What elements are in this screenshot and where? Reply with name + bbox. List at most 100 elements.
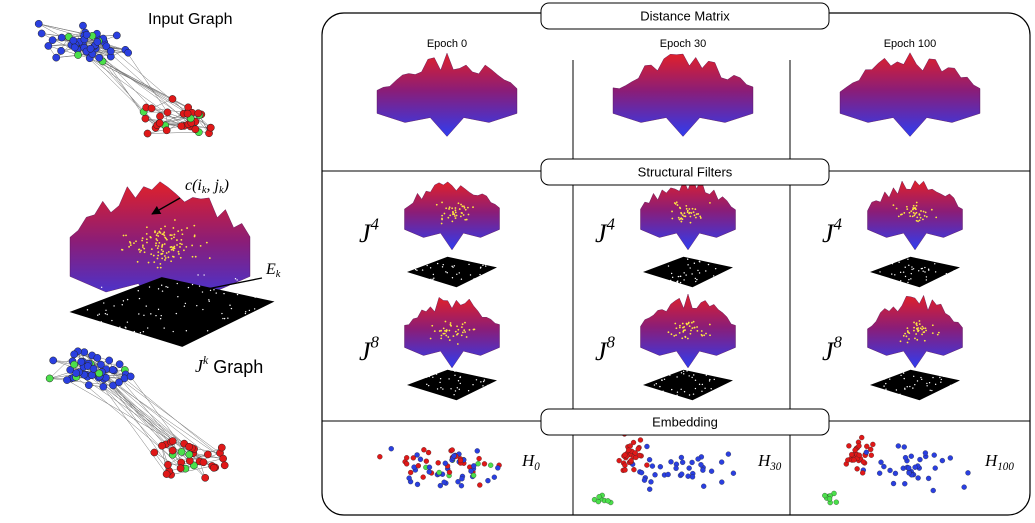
embedding-point xyxy=(644,444,649,449)
surface-dot xyxy=(461,205,463,207)
floor-dot xyxy=(224,318,225,319)
embedding-point xyxy=(647,487,652,492)
surface-dot xyxy=(465,209,467,211)
surface-dot xyxy=(668,331,670,333)
embedding-point xyxy=(846,443,851,448)
floor-dot xyxy=(176,313,177,314)
surface-dot xyxy=(185,246,187,248)
floor-dot xyxy=(448,378,449,379)
surface-dot xyxy=(921,326,923,328)
surface-dot xyxy=(170,246,172,248)
embedding-point xyxy=(450,448,455,453)
floor-dot xyxy=(892,261,893,262)
surface-dot xyxy=(123,235,125,237)
surface-shape xyxy=(641,178,736,250)
surface-dot xyxy=(150,253,152,255)
surface-dot xyxy=(138,249,140,251)
floor-dot xyxy=(899,283,900,284)
embedding-point xyxy=(658,464,663,469)
embedding-point xyxy=(674,466,679,471)
floor-dot xyxy=(695,278,696,279)
floor-dot xyxy=(472,384,473,385)
floor-dot xyxy=(196,305,197,306)
embedding-point xyxy=(623,468,628,473)
floor-dot xyxy=(435,372,436,373)
surface-dot xyxy=(139,251,141,253)
floor-dot xyxy=(932,377,933,378)
floor-dot xyxy=(429,376,430,377)
floor-dot xyxy=(482,385,483,386)
embedding-point xyxy=(447,470,452,475)
surface-dot xyxy=(679,325,681,327)
surface-dot xyxy=(168,251,170,253)
embedding-point xyxy=(827,496,832,501)
floor-dot xyxy=(440,387,441,388)
floor-dot xyxy=(934,263,935,264)
floor-dot xyxy=(701,391,702,392)
floor-dot xyxy=(667,284,668,285)
floor-dot xyxy=(430,267,431,268)
floor-dot xyxy=(894,260,895,261)
floor-dot xyxy=(468,264,469,265)
surface xyxy=(840,53,980,137)
surface-dot xyxy=(682,323,684,325)
embedding-point xyxy=(485,478,490,483)
floor-dot xyxy=(138,313,139,314)
floor-dot xyxy=(950,385,951,386)
surface-dot xyxy=(163,235,165,237)
floor-dot xyxy=(910,278,911,279)
floor-dot xyxy=(419,278,420,279)
surface-dot xyxy=(167,256,169,258)
floor-dot xyxy=(680,282,681,283)
graph-node xyxy=(169,447,176,454)
formula-label: J8 xyxy=(359,332,380,365)
surface-dot xyxy=(441,335,443,337)
surface-shape xyxy=(377,53,517,136)
surface-dot xyxy=(921,329,923,331)
surface-dot xyxy=(906,327,908,329)
embedding-point xyxy=(424,459,429,464)
surface-dot xyxy=(916,202,918,204)
surface-dot xyxy=(137,261,139,263)
surface-dot xyxy=(701,330,703,332)
floor-dot xyxy=(102,325,103,326)
epoch-label: Epoch 30 xyxy=(660,38,706,50)
surface-dot xyxy=(467,207,469,209)
surface-dot xyxy=(682,327,684,329)
floor-dot xyxy=(451,266,452,267)
floor-dot xyxy=(454,371,455,372)
surface-dot xyxy=(904,333,906,335)
surface-dot xyxy=(909,212,911,214)
embedding-point xyxy=(686,474,691,479)
floor-dot xyxy=(420,279,421,280)
graph-node xyxy=(192,126,199,133)
surface-dot xyxy=(674,202,676,204)
embedding-point xyxy=(468,469,473,474)
floor-dot xyxy=(922,271,923,272)
surface-dot xyxy=(444,330,446,332)
surface-dot xyxy=(161,258,163,260)
floor-dot xyxy=(490,273,491,274)
surface-dot xyxy=(456,215,458,217)
floor-dot xyxy=(677,392,678,393)
floor xyxy=(870,370,960,401)
floor-dot xyxy=(241,325,242,326)
embedding-point xyxy=(940,458,945,463)
embedding-point xyxy=(859,435,864,440)
floor-dot xyxy=(447,272,448,273)
surface-dot xyxy=(146,226,148,228)
formula-part: c(i xyxy=(185,177,202,194)
floor-shape xyxy=(407,370,497,401)
floor-dot xyxy=(437,388,438,389)
surface-dot xyxy=(919,320,921,322)
floor-dot xyxy=(891,393,892,394)
embedding-point xyxy=(726,452,731,457)
floor-dot xyxy=(91,299,92,300)
floor-dot xyxy=(461,279,462,280)
floor-dot xyxy=(892,263,893,264)
floor-dot xyxy=(416,276,417,277)
surface-dot xyxy=(674,323,676,325)
embedding-point xyxy=(389,446,394,451)
floor-dot xyxy=(450,369,451,370)
surface-dot xyxy=(155,245,157,247)
